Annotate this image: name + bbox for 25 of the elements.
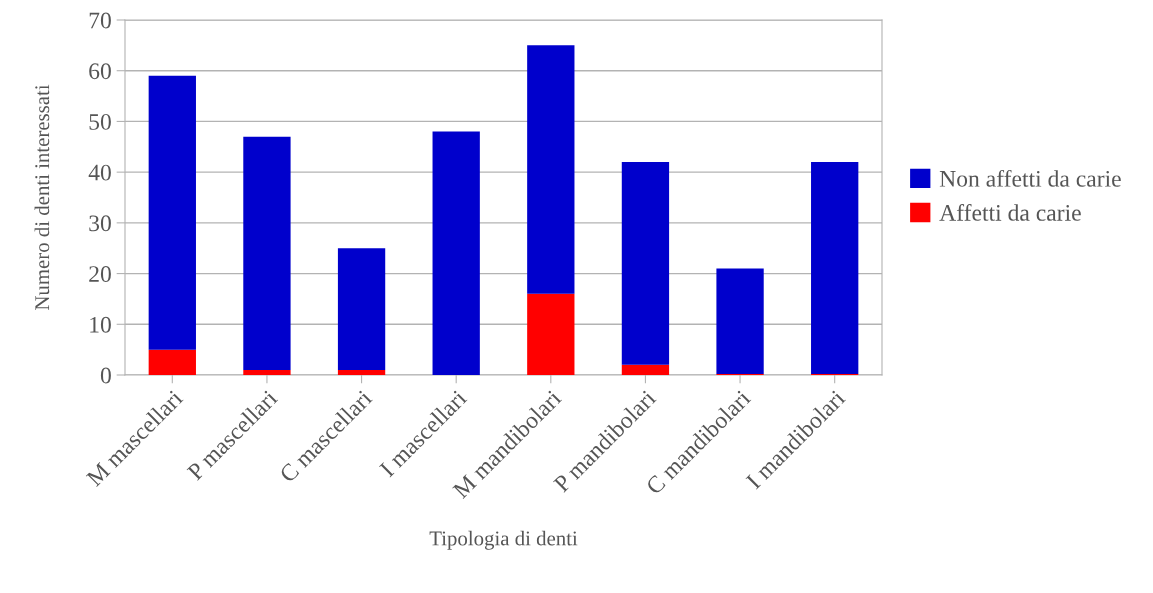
y-axis-title: Numero di denti interessati — [34, 84, 50, 311]
y-tick-label: 0 — [100, 367, 111, 384]
bar — [337, 248, 386, 370]
bar — [621, 162, 670, 365]
bar — [148, 75, 196, 350]
y-tick-label: 60 — [89, 63, 111, 80]
bar — [243, 136, 291, 370]
legend-label: Non affetti da carie — [939, 169, 1121, 187]
y-tick-label: 20 — [89, 266, 111, 282]
bar — [243, 369, 291, 375]
y-tick-label: 70 — [89, 12, 111, 29]
bar — [527, 45, 575, 294]
bar — [811, 162, 859, 374]
y-tick-label: 40 — [88, 164, 111, 181]
bar — [148, 349, 196, 375]
bar — [716, 268, 764, 374]
bar — [337, 369, 386, 375]
bar — [527, 293, 575, 375]
y-tick-label: 30 — [89, 215, 111, 232]
x-axis-title: Tipologia di denti — [429, 530, 578, 550]
bar — [432, 131, 480, 375]
y-tick-label: 50 — [89, 113, 111, 130]
y-tick-label: 10 — [90, 316, 111, 333]
bar — [621, 364, 670, 375]
legend-label: Affetti da carie — [939, 204, 1081, 221]
